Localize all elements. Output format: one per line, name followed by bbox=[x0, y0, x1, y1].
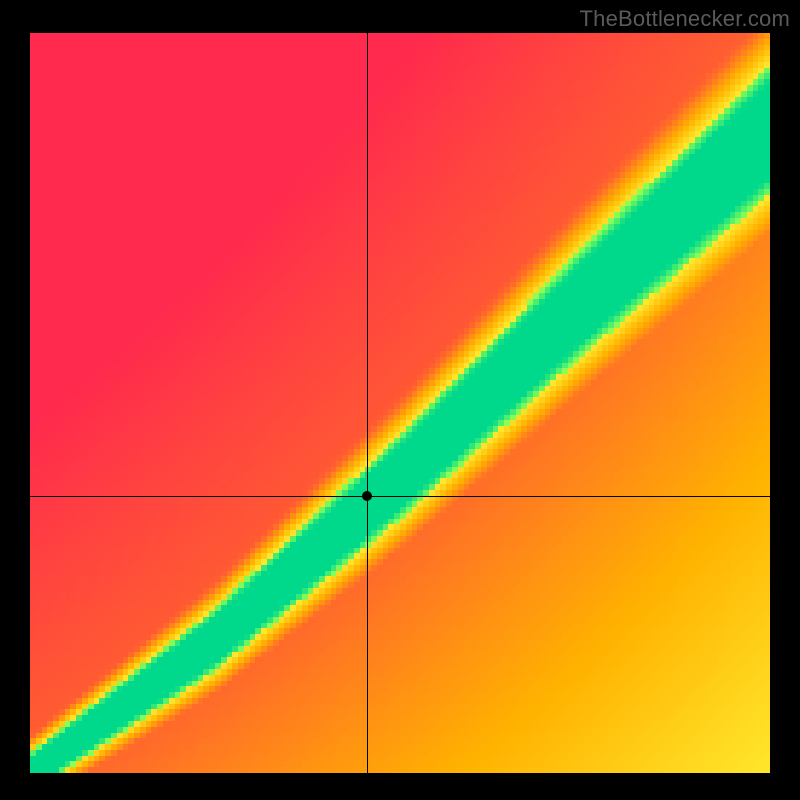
heatmap-canvas bbox=[30, 33, 770, 773]
chart-container: TheBottlenecker.com bbox=[0, 0, 800, 800]
plot-area bbox=[30, 33, 770, 773]
crosshair-horizontal bbox=[30, 496, 770, 497]
watermark-text: TheBottlenecker.com bbox=[580, 6, 790, 32]
crosshair-vertical bbox=[367, 33, 368, 773]
marker-dot bbox=[362, 491, 372, 501]
